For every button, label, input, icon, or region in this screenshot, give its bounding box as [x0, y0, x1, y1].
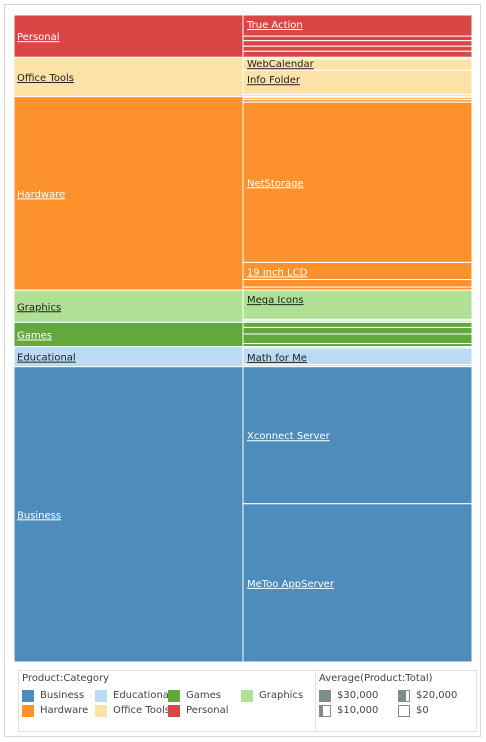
product-label[interactable]: True Action — [246, 20, 303, 31]
category-label-hardware[interactable]: Hardware — [17, 189, 65, 200]
product-cell[interactable] — [242, 289, 473, 320]
legend-swatch — [168, 704, 180, 717]
legend-panel: Product:Category Average(Product:Total) … — [18, 670, 477, 732]
product-label[interactable]: 19 inch LCD — [247, 267, 308, 278]
product-cell[interactable] — [242, 326, 473, 335]
size-legend-label: $30,000 — [337, 690, 379, 701]
size-legend-title: Average(Product:Total) — [319, 673, 433, 684]
legend-swatch — [168, 689, 180, 702]
product-cell[interactable] — [242, 35, 473, 42]
product-cell[interactable] — [242, 101, 473, 263]
size-legend-label: $20,000 — [416, 690, 458, 701]
legend-label: Educational — [113, 690, 172, 701]
color-legend-title: Product:Category — [22, 673, 110, 684]
treemap-chart: Personal True Action Office Tools WebCalend… — [13, 14, 473, 663]
size-swatch — [398, 689, 410, 702]
chart-frame: Personal True Action Office Tools WebCalend… — [4, 4, 481, 737]
product-cell[interactable] — [242, 321, 473, 328]
category-cell-personal[interactable] — [13, 14, 244, 58]
product-cell[interactable] — [242, 40, 473, 47]
product-cell[interactable] — [242, 45, 473, 52]
legend-divider — [315, 671, 316, 731]
legend-swatch — [95, 689, 107, 702]
size-legend-label: $10,000 — [337, 705, 379, 716]
size-legend-item: $10,000 — [319, 704, 378, 717]
legend-swatch — [241, 689, 253, 702]
size-swatch-fill — [320, 705, 324, 716]
legend-label: Games — [186, 690, 221, 701]
legend-item-graphics[interactable]: Graphics — [241, 689, 303, 702]
category-label-business[interactable]: Business — [17, 510, 61, 521]
legend-item-personal[interactable]: Personal — [168, 704, 229, 717]
category-label-graphics[interactable]: Graphics — [17, 302, 61, 313]
category-cell-games[interactable] — [13, 321, 244, 348]
legend-label: Office Tools — [113, 705, 171, 716]
legend-item-business[interactable]: Business — [22, 689, 84, 702]
size-legend-item: $20,000 — [398, 689, 457, 702]
product-cell[interactable] — [242, 333, 473, 345]
product-label[interactable]: Info Folder — [247, 75, 301, 86]
size-swatch-fill — [399, 690, 406, 701]
size-legend-label: $0 — [416, 705, 429, 716]
legend-label: Business — [40, 690, 85, 701]
legend-item-games[interactable]: Games — [168, 689, 221, 702]
category-cell-office-tools[interactable] — [13, 56, 244, 98]
legend-label: Graphics — [259, 690, 304, 701]
product-label[interactable]: NetStorage — [247, 178, 304, 189]
legend-label: Personal — [186, 705, 229, 716]
category-label-games[interactable]: Games — [17, 330, 52, 341]
category-cell-graphics[interactable] — [13, 289, 244, 323]
size-swatch-fill — [320, 690, 330, 701]
product-cell[interactable] — [242, 69, 473, 95]
legend-swatch — [22, 689, 34, 702]
legend-label: Hardware — [40, 705, 89, 716]
size-swatch — [398, 704, 410, 717]
product-label[interactable]: Math for Me — [247, 353, 307, 364]
legend-item-hardware[interactable]: Hardware — [22, 704, 88, 717]
product-label[interactable]: Mega Icons — [247, 295, 304, 306]
product-cell[interactable] — [242, 366, 473, 505]
size-swatch — [319, 704, 331, 717]
product-label[interactable]: MeToo AppServer — [247, 579, 335, 590]
category-label-educational[interactable]: Educational — [17, 353, 76, 364]
legend-item-educational[interactable]: Educational — [95, 689, 172, 702]
product-cell[interactable] — [242, 279, 473, 288]
size-swatch — [319, 689, 331, 702]
product-label[interactable]: WebCalendar — [247, 59, 315, 70]
size-legend-item: $30,000 — [319, 689, 378, 702]
category-label-office-tools[interactable]: Office Tools — [17, 73, 74, 84]
legend-swatch — [22, 704, 34, 717]
product-cell[interactable] — [242, 503, 473, 663]
product-cell[interactable] — [242, 50, 473, 58]
size-legend-item: $0 — [398, 704, 429, 717]
legend-swatch — [95, 704, 107, 717]
product-label[interactable]: Xconnect Server — [247, 431, 331, 442]
category-label-personal[interactable]: Personal — [17, 32, 60, 43]
legend-item-office-tools[interactable]: Office Tools — [95, 704, 170, 717]
